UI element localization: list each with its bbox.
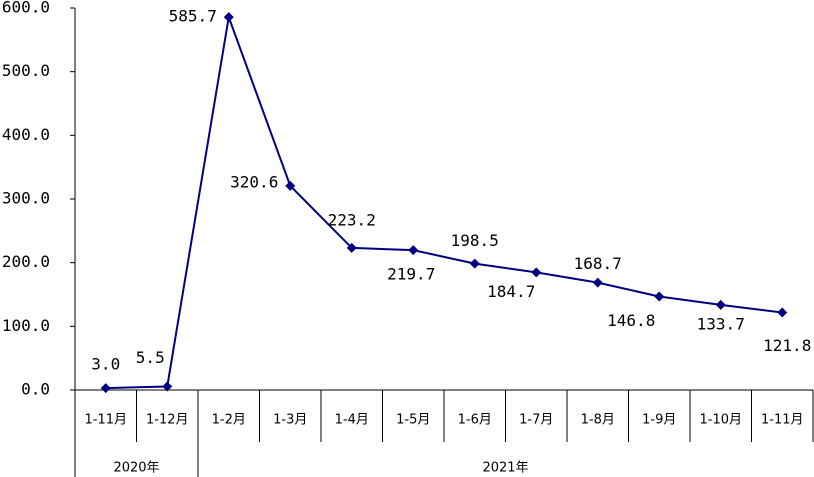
x-tick-label: 1-7月 — [519, 413, 553, 428]
data-label: 133.7 — [697, 314, 745, 333]
marker — [162, 381, 173, 392]
data-label: 121.8 — [763, 336, 811, 355]
marker — [408, 245, 419, 256]
data-label: 146.8 — [607, 311, 655, 330]
marker — [592, 277, 603, 288]
marker — [469, 258, 480, 269]
x-tick-label: 1-12月 — [146, 413, 189, 428]
data-label: 198.5 — [451, 231, 499, 250]
y-tick-label: 0.0 — [21, 380, 50, 399]
x-tick-label: 1-11月 — [761, 413, 804, 428]
marker — [715, 299, 726, 310]
data-label: 223.2 — [328, 210, 376, 229]
x-tick-label: 1-5月 — [396, 413, 430, 428]
data-label: 184.7 — [487, 282, 535, 301]
data-label: 585.7 — [169, 7, 217, 26]
x-tick-label: 1-10月 — [699, 413, 742, 428]
marker — [223, 12, 234, 23]
x-tick-label: 1-8月 — [581, 413, 615, 428]
data-label: 5.5 — [136, 348, 165, 367]
y-tick-label: 300.0 — [2, 189, 50, 208]
group-label: 2020年 — [113, 461, 159, 476]
y-tick-label: 500.0 — [2, 61, 50, 80]
marker — [100, 383, 111, 394]
marker — [346, 242, 357, 253]
y-tick-label: 400.0 — [2, 125, 50, 144]
marker — [777, 307, 788, 318]
data-label: 219.7 — [387, 265, 435, 284]
line — [105, 13, 783, 390]
x-tick-label: 1-6月 — [458, 413, 492, 428]
data-label: 168.7 — [574, 254, 622, 273]
data-label: 3.0 — [91, 355, 120, 374]
marker — [531, 267, 542, 278]
x-tick-label: 1-4月 — [335, 413, 369, 428]
y-tick-label: 200.0 — [2, 252, 50, 271]
x-tick-label: 1-3月 — [273, 413, 307, 428]
group-label: 2021年 — [482, 461, 528, 476]
x-tick-label: 1-11月 — [84, 413, 127, 428]
marker — [285, 180, 296, 191]
y-tick-label: 600.0 — [2, 0, 50, 17]
y-tick-label: 100.0 — [2, 316, 50, 335]
data-label: 320.6 — [230, 172, 278, 191]
x-tick-label: 1-9月 — [642, 413, 676, 428]
marker — [654, 291, 665, 302]
x-tick-label: 1-2月 — [212, 413, 246, 428]
